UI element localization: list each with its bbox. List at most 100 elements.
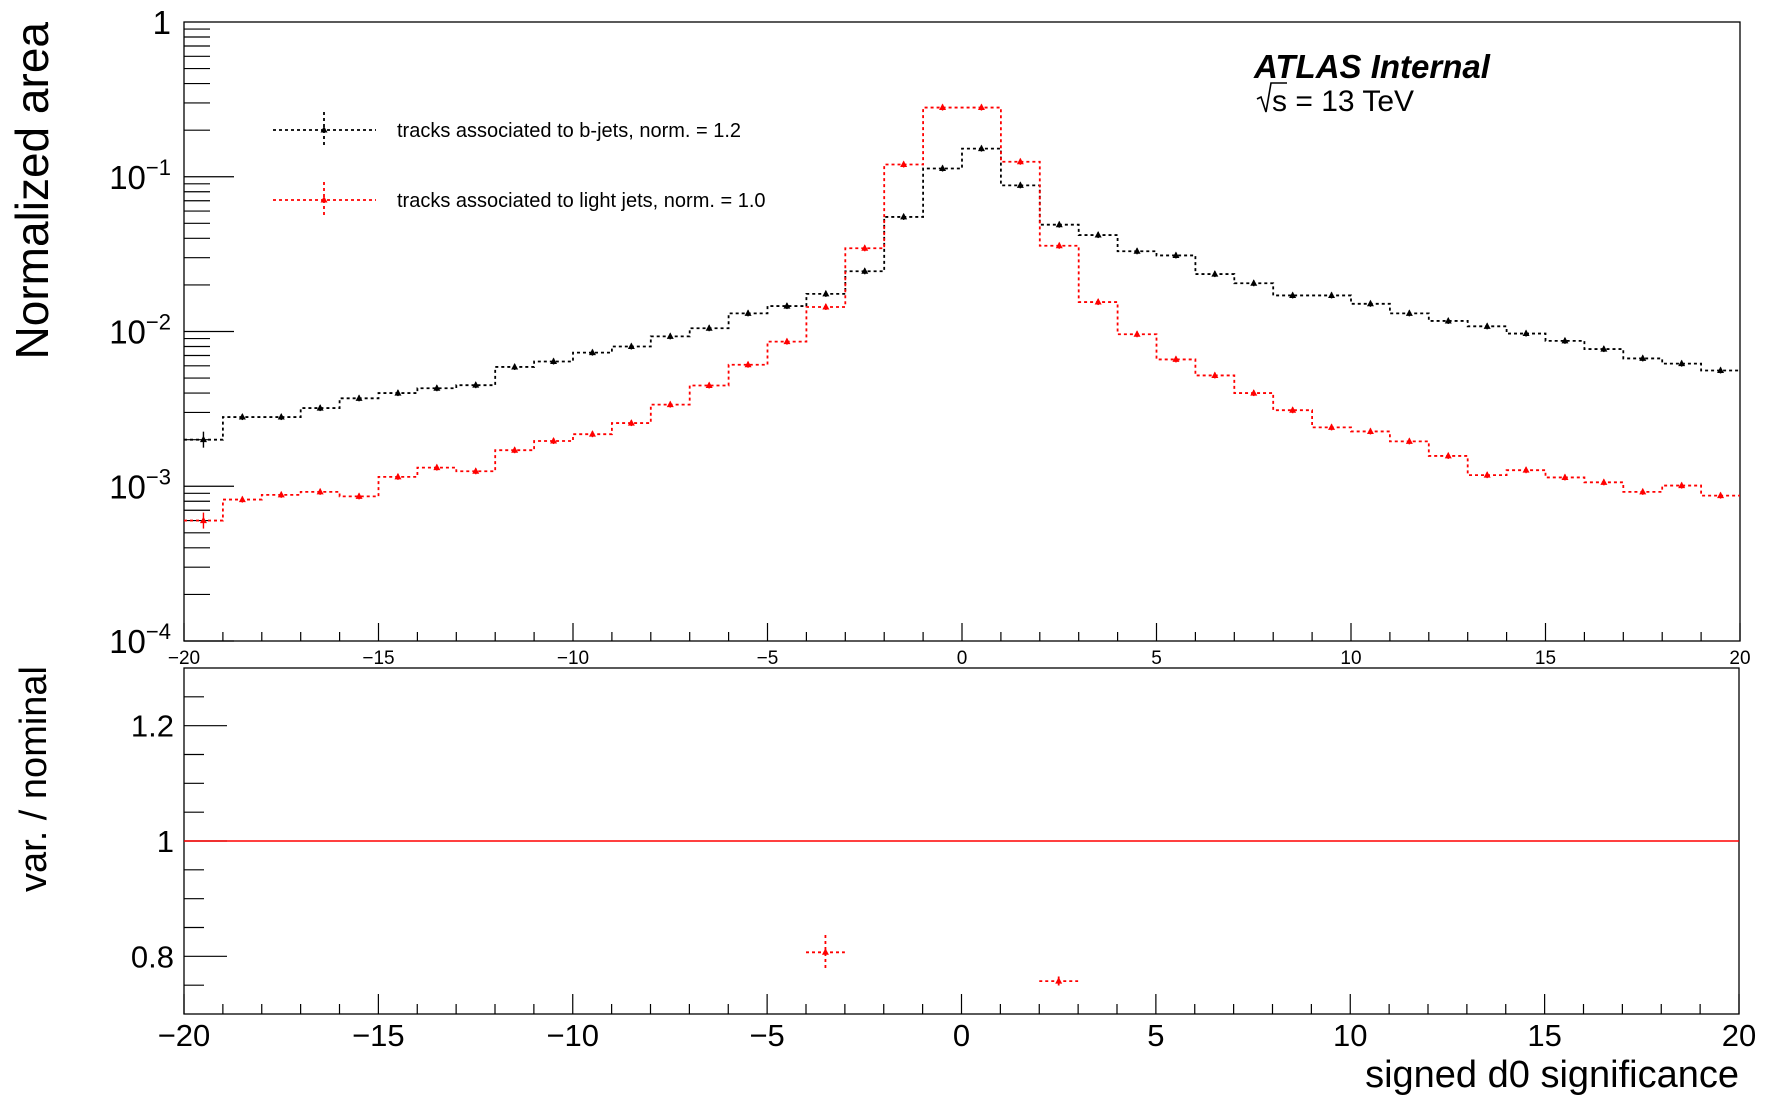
data-point <box>1094 231 1102 238</box>
x-tick-label: −10 <box>546 1018 599 1053</box>
x-tick-label: −10 <box>557 648 589 669</box>
y-tick-label: 1 <box>157 824 174 859</box>
data-point <box>822 289 830 297</box>
data-point <box>550 437 558 444</box>
ratio-marker <box>1055 977 1063 984</box>
x-tick-label: −5 <box>757 648 779 669</box>
data-point <box>1405 309 1413 316</box>
data-point <box>1600 345 1608 352</box>
x-tick-label: 5 <box>1151 648 1162 669</box>
ratio-x-tick-labels: −20 −15 −10 −5 0 5 10 15 20 <box>158 1018 1757 1053</box>
ratio-series-layer <box>184 840 1739 986</box>
data-point <box>316 404 324 411</box>
data-point <box>277 413 285 420</box>
legend-label: tracks associated to light jets, norm. =… <box>397 190 766 212</box>
data-point <box>627 342 635 349</box>
data-point <box>199 435 207 443</box>
data-point <box>1133 330 1141 337</box>
x-tick-label: 20 <box>1729 648 1750 669</box>
data-point <box>705 324 713 331</box>
energy-label: s = 13 TeV <box>1256 82 1414 118</box>
legend-entry: tracks associated to light jets, norm. =… <box>273 182 766 218</box>
data-point <box>1328 291 1336 298</box>
data-point <box>550 357 558 364</box>
x-tick-label: −20 <box>158 1018 211 1053</box>
x-tick-label: 20 <box>1722 1018 1756 1053</box>
main-panel: −20 −15 −10 −5 0 5 10 15 20 10−4 10−3 10−2 10−1 1 No… <box>6 4 1751 669</box>
data-point <box>1289 406 1297 413</box>
y-tick-label: 10−1 <box>109 155 171 196</box>
x-tick-label: −15 <box>362 648 394 669</box>
data-point <box>511 446 519 453</box>
y-tick-label: 10−4 <box>109 619 171 660</box>
y-tick-label: 10−3 <box>109 464 171 505</box>
series-step-line <box>184 147 1740 441</box>
data-point <box>1250 279 1258 286</box>
data-point <box>1250 389 1258 396</box>
data-point <box>588 430 596 437</box>
data-point <box>1366 427 1374 434</box>
data-point <box>394 472 402 480</box>
data-point <box>900 160 908 167</box>
data-point <box>1717 366 1725 373</box>
data-point <box>783 337 791 345</box>
energy-text: s = 13 TeV <box>1272 85 1414 118</box>
data-point <box>316 487 324 495</box>
y-tick-label: 10−2 <box>109 310 171 351</box>
x-tick-label: 10 <box>1333 1018 1367 1053</box>
data-point <box>627 419 635 426</box>
data-point <box>433 384 441 391</box>
x-tick-label: 10 <box>1340 648 1361 669</box>
data-point <box>355 394 363 401</box>
data-point <box>1522 329 1530 337</box>
data-point <box>900 212 908 220</box>
data-point <box>1639 487 1647 495</box>
legend-entry: tracks associated to b-jets, norm. = 1.2 <box>273 112 741 148</box>
legend-marker <box>320 126 328 133</box>
data-point <box>861 244 869 251</box>
data-point <box>861 267 869 274</box>
data-point <box>1483 322 1491 329</box>
x-tick-label: 0 <box>957 648 968 669</box>
data-point <box>1289 291 1297 298</box>
data-point <box>977 144 985 152</box>
data-point <box>822 302 830 310</box>
ratio-y-axis-title: var. / nominal <box>13 666 55 892</box>
main-y-axis-title: Normalized area <box>6 22 58 360</box>
data-point <box>277 490 285 498</box>
data-point <box>1483 471 1491 478</box>
ratio-y-tick-labels: 0.8 1 1.2 <box>131 709 174 975</box>
ratio-point <box>806 934 845 970</box>
main-series-layer <box>184 103 1740 529</box>
atlas-label: ATLAS Internal <box>1253 48 1491 85</box>
data-point <box>1055 241 1063 249</box>
ratio-axis-ticks <box>183 696 1740 1014</box>
legend-label: tracks associated to b-jets, norm. = 1.2 <box>397 120 741 142</box>
data-point <box>744 309 752 316</box>
main-y-tick-labels: 10−4 10−3 10−2 10−1 1 <box>109 4 171 660</box>
y-tick-label: 0.8 <box>131 939 174 974</box>
x-tick-label: 15 <box>1535 648 1556 669</box>
data-point <box>433 463 441 471</box>
data-point <box>1561 473 1569 480</box>
x-tick-label: 15 <box>1527 1018 1561 1053</box>
data-point <box>1678 359 1686 367</box>
data-point <box>472 467 480 474</box>
data-point <box>1055 220 1063 228</box>
data-point <box>705 381 713 388</box>
data-point <box>1639 354 1647 361</box>
main-axis-ticks <box>183 28 1741 642</box>
data-point <box>666 400 674 408</box>
y-tick-label: 1 <box>153 4 171 41</box>
ratio-panel: −20 −15 −10 −5 0 5 10 15 20 0.8 1 1.2 var. / nomin… <box>13 666 1756 1096</box>
data-point <box>1444 451 1452 459</box>
data-point <box>783 302 791 309</box>
series-light-jets <box>184 103 1740 529</box>
x-tick-label: −15 <box>352 1018 405 1053</box>
data-point <box>1600 478 1608 485</box>
data-point <box>1016 157 1024 165</box>
data-point <box>1366 299 1374 307</box>
legend-marker <box>320 196 328 203</box>
ratio-point <box>1039 976 1079 986</box>
